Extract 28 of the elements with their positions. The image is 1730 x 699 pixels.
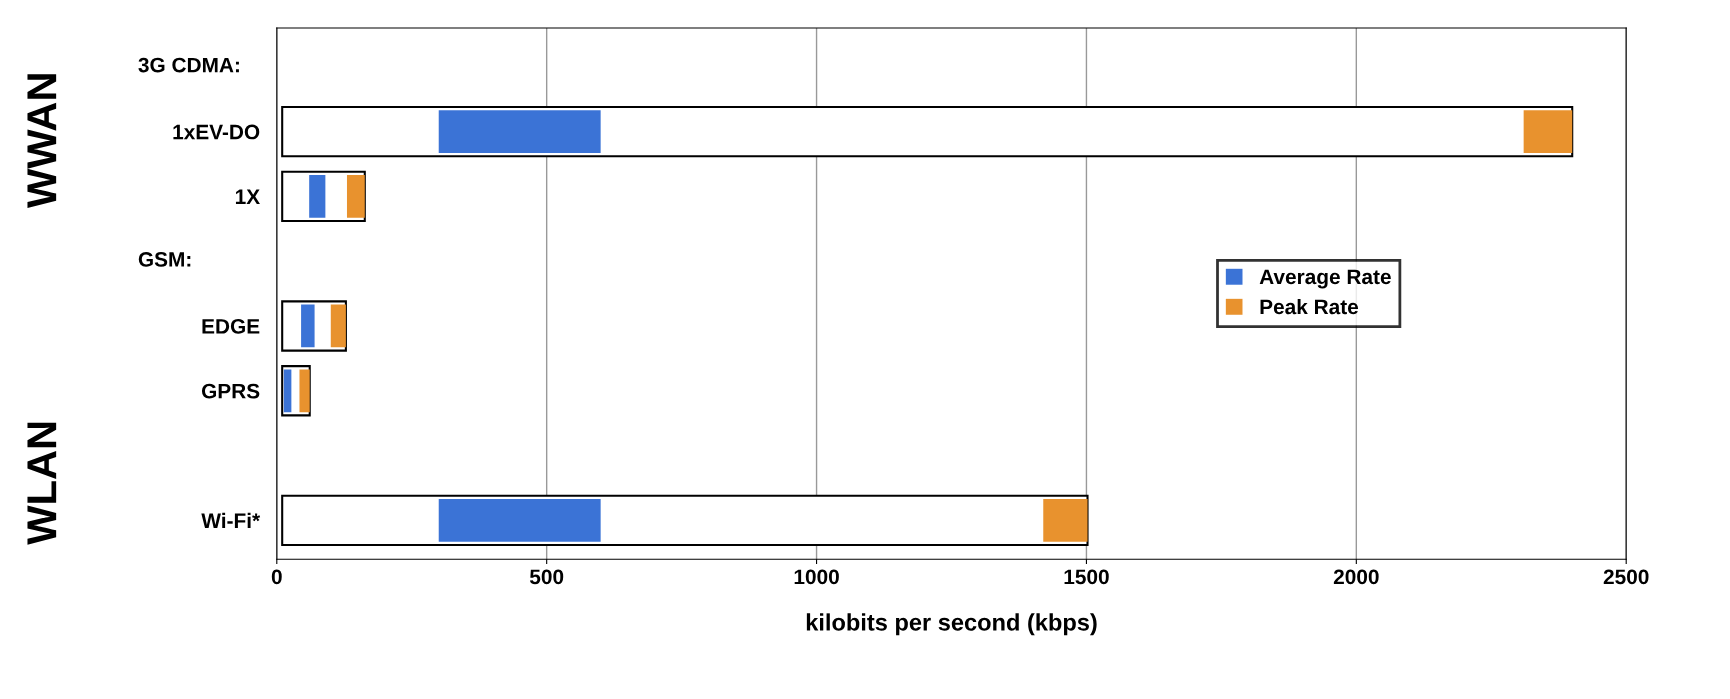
- x-tick-label: 1000: [794, 569, 839, 585]
- x-tick-label: 2500: [1603, 569, 1649, 585]
- bar: [283, 369, 292, 413]
- x-tick-label: 2000: [1333, 569, 1379, 585]
- text: WLAN: [27, 422, 57, 545]
- legend-label: Average Rate: [1259, 269, 1391, 289]
- bar: [1043, 498, 1088, 542]
- bar: [309, 175, 326, 218]
- y-tick-label: 1xEV-DO: [173, 124, 260, 140]
- y-tick-label: 1X: [235, 189, 260, 204]
- legend-label: Peak Rate: [1260, 298, 1359, 315]
- text: GSM:: [138, 252, 191, 267]
- bar: [346, 175, 365, 218]
- bar: [438, 110, 601, 153]
- x-tick-label: 1500: [1064, 569, 1109, 585]
- y-tick-label: EDGE: [202, 318, 260, 334]
- y-tick-label: GPRS: [201, 383, 260, 399]
- text: WWAN: [27, 74, 57, 209]
- bar: [1523, 110, 1573, 153]
- x-tick-label: 0: [271, 569, 282, 585]
- bar: [301, 304, 315, 348]
- x-axis-title: kilobits per second (kbps): [806, 613, 1097, 636]
- bar: [330, 304, 346, 348]
- x-tick-label: 500: [529, 569, 564, 585]
- y-tick-label: Wi-Fi*: [201, 512, 261, 528]
- bar: [438, 498, 601, 542]
- text: 3G CDMA:: [138, 57, 239, 73]
- bar: [299, 369, 310, 413]
